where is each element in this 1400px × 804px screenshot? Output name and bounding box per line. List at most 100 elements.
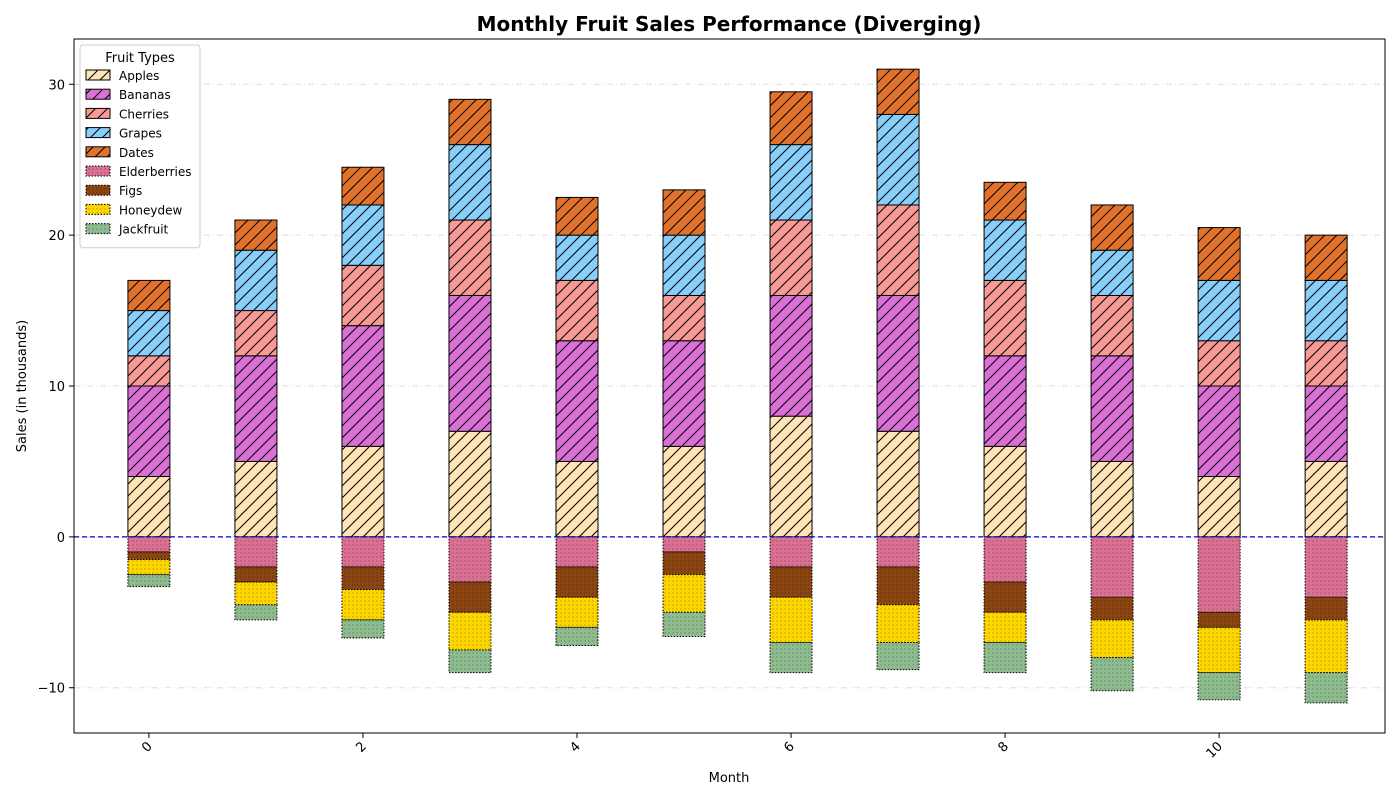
bar-segment-dates: [876, 68, 920, 115]
legend-label: Jackfruit: [118, 223, 169, 237]
bar-segment-bananas: [1197, 385, 1241, 478]
bar-segment-grapes: [448, 144, 492, 221]
bar-segment-elderberries: [1197, 536, 1241, 613]
bar-segment-apples: [341, 445, 385, 538]
bar-segment-apples: [448, 430, 492, 538]
bar-segment-figs: [1304, 596, 1348, 621]
bar-segment-grapes: [1090, 249, 1134, 296]
legend-item-figs: Figs: [85, 184, 142, 198]
bar-segment-dates: [1197, 227, 1241, 281]
bar-segment-apples: [234, 460, 278, 538]
bar-segment-cherries: [555, 279, 599, 342]
x-tick-label: 8: [995, 739, 1011, 755]
bar-segment-honeydew: [1090, 619, 1134, 659]
bar-segment-honeydew: [662, 574, 706, 613]
bar-segment-bananas: [662, 340, 706, 447]
bar-segment-jackfruit: [983, 641, 1027, 674]
bar-segment-honeydew: [876, 604, 920, 643]
bar-segment-bananas: [1090, 355, 1134, 462]
bar-segment-apples: [555, 460, 599, 538]
bar-segment-dates: [1304, 234, 1348, 281]
bar-segment-apples: [983, 445, 1027, 538]
bar-segment-bananas: [341, 325, 385, 447]
legend-label: Figs: [119, 184, 142, 198]
bar-segment-apples: [1304, 460, 1348, 538]
bar-segment-figs: [234, 566, 278, 583]
bar-segment-bananas: [448, 294, 492, 432]
legend-item-dates: Dates: [85, 146, 154, 160]
bar-segment-apples: [769, 415, 813, 538]
bar-segment-dates: [341, 166, 385, 206]
bar-segment-jackfruit: [1197, 672, 1241, 701]
bar-segment-apples: [662, 445, 706, 538]
bar-segment-dates: [555, 196, 599, 236]
bar-segment-honeydew: [769, 596, 813, 643]
y-tick-label: 0: [57, 531, 65, 546]
bar-segment-dates: [127, 279, 171, 312]
bar-segment-cherries: [234, 310, 278, 357]
bar-segment-elderberries: [769, 536, 813, 568]
bar-segment-elderberries: [448, 536, 492, 583]
bar-segment-dates: [1090, 204, 1134, 251]
bar-segment-bananas: [555, 340, 599, 462]
bar-segment-bananas: [234, 355, 278, 462]
bar-segment-jackfruit: [769, 641, 813, 674]
legend-item-apples: Apples: [85, 69, 159, 83]
bar-segment-grapes: [876, 113, 920, 206]
x-tick-label: 6: [781, 739, 797, 755]
bar-segment-elderberries: [662, 536, 706, 553]
bar-segment-jackfruit: [234, 604, 278, 621]
bar-segment-grapes: [1304, 279, 1348, 342]
bar-segment-jackfruit: [876, 641, 920, 671]
bar-segment-figs: [448, 581, 492, 613]
bar-segment-figs: [876, 566, 920, 606]
x-axis-label: Month: [709, 771, 750, 786]
legend-item-elderberries: Elderberries: [85, 165, 191, 179]
bar-segment-jackfruit: [341, 619, 385, 639]
bar-segment-elderberries: [234, 536, 278, 568]
legend-item-grapes: Grapes: [85, 127, 162, 141]
legend-item-jackfruit: Jackfruit: [85, 223, 169, 237]
bar-segment-cherries: [1090, 294, 1134, 357]
bar-segment-elderberries: [555, 536, 599, 568]
bar-segment-elderberries: [341, 536, 385, 568]
bar-segment-honeydew: [127, 559, 171, 576]
y-axis-label: Sales (in thousands): [15, 320, 30, 452]
legend-label: Apples: [119, 69, 159, 83]
y-tick-label: 10: [48, 380, 65, 395]
bar-segment-cherries: [341, 264, 385, 327]
bar-segment-apples: [127, 476, 171, 538]
bar-segment-figs: [555, 566, 599, 598]
bar-segment-grapes: [769, 144, 813, 221]
bar-segment-jackfruit: [448, 649, 492, 674]
legend: Fruit Types Apples Bananas Cherries Grapes Da…: [79, 44, 201, 249]
bar-segment-figs: [983, 581, 1027, 613]
bar-segment-dates: [234, 219, 278, 251]
legend-label: Dates: [119, 146, 154, 160]
x-tick-label: 4: [567, 739, 583, 755]
bar-segment-figs: [769, 566, 813, 598]
bar-segment-elderberries: [1090, 536, 1134, 598]
bar-segment-figs: [1197, 611, 1241, 628]
bar-segment-cherries: [876, 204, 920, 296]
legend-label: Grapes: [119, 127, 162, 141]
y-tick-label: −10: [38, 682, 65, 697]
legend-item-bananas: Bananas: [85, 88, 171, 102]
bar-segment-jackfruit: [555, 626, 599, 646]
bar-segment-bananas: [983, 355, 1027, 447]
bar-segment-honeydew: [1304, 619, 1348, 674]
legend-item-honeydew: Honeydew: [85, 203, 182, 217]
bar-segment-grapes: [127, 310, 171, 357]
bar-segment-jackfruit: [662, 611, 706, 637]
bar-segment-jackfruit: [1304, 672, 1348, 704]
bar-segment-cherries: [1304, 340, 1348, 387]
bar-segment-apples: [876, 430, 920, 538]
bar-segment-cherries: [1197, 340, 1241, 387]
bar-segment-grapes: [1197, 279, 1241, 342]
bar-segment-bananas: [769, 294, 813, 417]
legend-label: Elderberries: [119, 165, 191, 179]
chart-title: Monthly Fruit Sales Performance (Divergi…: [477, 12, 982, 36]
bar-segment-dates: [448, 98, 492, 146]
